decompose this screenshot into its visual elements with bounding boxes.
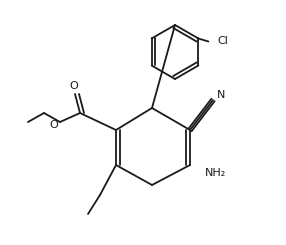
Text: N: N bbox=[217, 90, 225, 100]
Text: O: O bbox=[69, 81, 78, 91]
Text: NH₂: NH₂ bbox=[205, 168, 226, 178]
Text: Cl: Cl bbox=[217, 37, 228, 47]
Text: O: O bbox=[50, 120, 58, 130]
